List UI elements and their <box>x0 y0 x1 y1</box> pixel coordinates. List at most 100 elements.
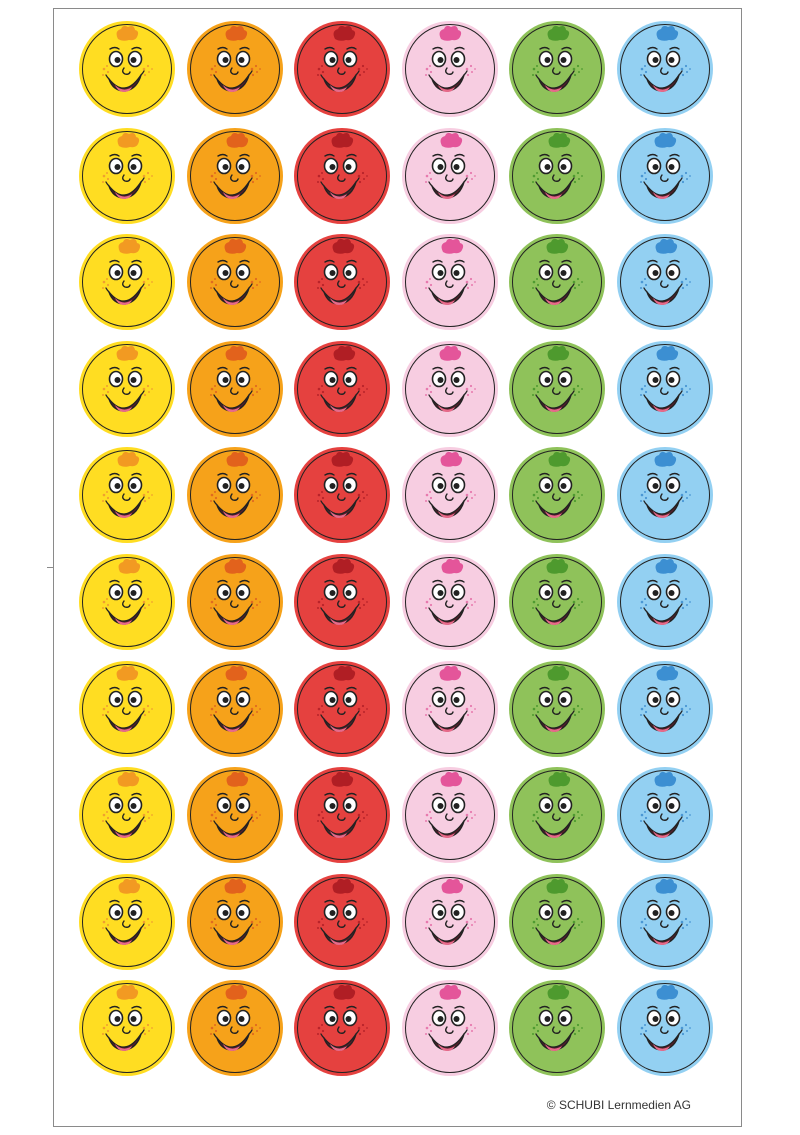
smiley-face-icon <box>509 660 605 757</box>
smiley-face-icon <box>509 234 605 331</box>
smiley-sticker-blue <box>615 232 715 332</box>
smiley-face-icon <box>509 21 605 117</box>
smiley-sticker-red <box>292 978 392 1078</box>
smiley-sticker-red <box>292 445 392 545</box>
smiley-sticker-red <box>292 765 392 865</box>
smiley-sticker-orange <box>185 126 285 226</box>
smiley-face-icon <box>509 980 605 1077</box>
smiley-face-icon <box>294 554 390 650</box>
smiley-sticker-orange <box>185 19 285 119</box>
smiley-sticker-blue <box>615 19 715 119</box>
smiley-face-icon <box>616 980 713 1077</box>
smiley-face-icon <box>79 234 175 331</box>
smiley-face-icon <box>616 767 713 864</box>
smiley-face-icon <box>509 447 605 544</box>
smiley-sticker-orange <box>185 872 285 972</box>
sticker-grid <box>54 9 743 1128</box>
smiley-face-icon <box>401 127 498 224</box>
smiley-sticker-green <box>507 659 607 759</box>
smiley-face-icon <box>294 873 390 970</box>
smiley-face-icon <box>401 980 498 1077</box>
smiley-sticker-orange <box>185 339 285 439</box>
smiley-sticker-red <box>292 659 392 759</box>
smiley-sticker-blue <box>615 552 715 652</box>
smiley-sticker-green <box>507 126 607 226</box>
smiley-sticker-red <box>292 552 392 652</box>
smiley-face-icon <box>79 447 175 544</box>
smiley-sticker-yellow <box>77 445 177 545</box>
smiley-sticker-red <box>292 339 392 439</box>
smiley-face-icon <box>79 873 175 970</box>
smiley-face-icon <box>616 660 713 757</box>
smiley-sticker-yellow <box>77 659 177 759</box>
smiley-sticker-green <box>507 765 607 865</box>
smiley-face-icon <box>616 340 713 437</box>
smiley-face-icon <box>401 767 498 864</box>
smiley-face-icon <box>616 554 713 650</box>
smiley-face-icon <box>401 21 498 117</box>
smiley-sticker-pink <box>400 232 500 332</box>
sheet-edge-mark <box>47 567 53 568</box>
smiley-face-icon <box>294 980 390 1077</box>
smiley-face-icon <box>294 234 390 331</box>
smiley-sticker-pink <box>400 978 500 1078</box>
smiley-face-icon <box>509 340 605 437</box>
smiley-sticker-green <box>507 552 607 652</box>
smiley-face-icon <box>79 127 175 224</box>
smiley-face-icon <box>294 340 390 437</box>
smiley-sticker-green <box>507 872 607 972</box>
smiley-sticker-blue <box>615 872 715 972</box>
smiley-face-icon <box>401 554 498 650</box>
smiley-sticker-pink <box>400 552 500 652</box>
smiley-face-icon <box>186 767 283 864</box>
smiley-face-icon <box>616 234 713 331</box>
smiley-face-icon <box>79 554 175 650</box>
smiley-sticker-yellow <box>77 872 177 972</box>
smiley-sticker-blue <box>615 765 715 865</box>
smiley-sticker-pink <box>400 339 500 439</box>
smiley-sticker-pink <box>400 445 500 545</box>
copyright-text: © SCHUBI Lernmedien AG <box>546 1098 691 1112</box>
smiley-face-icon <box>186 873 283 970</box>
smiley-face-icon <box>616 127 713 224</box>
smiley-sticker-orange <box>185 552 285 652</box>
smiley-face-icon <box>186 447 283 544</box>
smiley-face-icon <box>616 873 713 970</box>
smiley-sticker-green <box>507 978 607 1078</box>
smiley-face-icon <box>186 21 283 117</box>
smiley-face-icon <box>401 234 498 331</box>
smiley-sticker-yellow <box>77 339 177 439</box>
sticker-sheet: © SCHUBI Lernmedien AG <box>53 8 742 1127</box>
smiley-face-icon <box>186 127 283 224</box>
smiley-sticker-yellow <box>77 978 177 1078</box>
smiley-face-icon <box>401 660 498 757</box>
smiley-face-icon <box>294 21 390 117</box>
smiley-sticker-green <box>507 232 607 332</box>
smiley-face-icon <box>79 660 175 757</box>
smiley-face-icon <box>294 127 390 224</box>
smiley-sticker-blue <box>615 978 715 1078</box>
smiley-sticker-yellow <box>77 232 177 332</box>
smiley-face-icon <box>186 234 283 331</box>
smiley-sticker-yellow <box>77 19 177 119</box>
smiley-face-icon <box>79 767 175 864</box>
smiley-face-icon <box>294 767 390 864</box>
smiley-face-icon <box>401 873 498 970</box>
smiley-sticker-yellow <box>77 126 177 226</box>
smiley-sticker-red <box>292 19 392 119</box>
smiley-face-icon <box>294 447 390 544</box>
smiley-sticker-pink <box>400 126 500 226</box>
smiley-face-icon <box>509 127 605 224</box>
smiley-sticker-orange <box>185 659 285 759</box>
smiley-sticker-pink <box>400 659 500 759</box>
smiley-sticker-orange <box>185 765 285 865</box>
smiley-face-icon <box>509 554 605 650</box>
smiley-sticker-green <box>507 445 607 545</box>
smiley-face-icon <box>79 340 175 437</box>
smiley-sticker-green <box>507 339 607 439</box>
smiley-face-icon <box>186 340 283 437</box>
smiley-sticker-pink <box>400 19 500 119</box>
smiley-face-icon <box>294 660 390 757</box>
smiley-sticker-blue <box>615 339 715 439</box>
smiley-sticker-pink <box>400 872 500 972</box>
